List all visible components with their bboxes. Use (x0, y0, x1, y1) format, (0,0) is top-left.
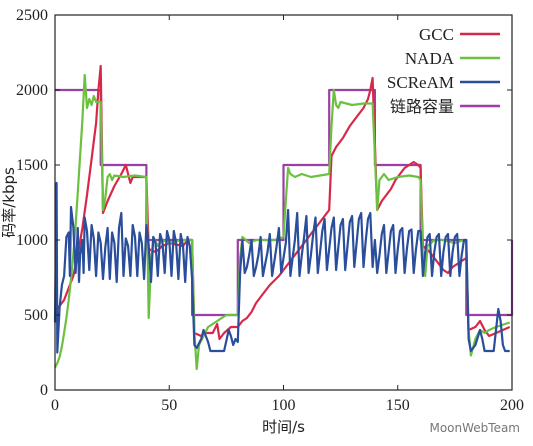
y-axis-label: 码率/kbps (0, 167, 18, 238)
x-tick-label: 0 (51, 397, 59, 414)
x-tick-label: 100 (272, 397, 296, 414)
x-tick-label: 200 (500, 397, 524, 414)
y-tick-label: 2000 (16, 82, 48, 99)
legend-label: NADA (405, 49, 455, 68)
y-tick-label: 2500 (16, 7, 48, 24)
legend: GCC NADA SCReAM 链路容量 (387, 25, 500, 116)
watermark: MoonWebTeam (429, 421, 520, 435)
series-line-1 (54, 64, 511, 341)
legend-label: SCReAM (387, 73, 454, 92)
x-tick-label: 150 (386, 397, 410, 414)
x-axis-label: 时间/s (262, 418, 305, 436)
x-tick-label: 50 (161, 397, 177, 414)
legend-label: 链路容量 (390, 97, 454, 116)
y-tick-label: 500 (24, 307, 48, 324)
y-tick-label: 1500 (16, 157, 48, 174)
series-line-3 (53, 181, 510, 354)
y-tick-label: 1000 (16, 232, 48, 249)
y-tick-label: 0 (40, 382, 48, 399)
legend-label: GCC (419, 25, 454, 44)
plot-series-group (53, 64, 514, 371)
